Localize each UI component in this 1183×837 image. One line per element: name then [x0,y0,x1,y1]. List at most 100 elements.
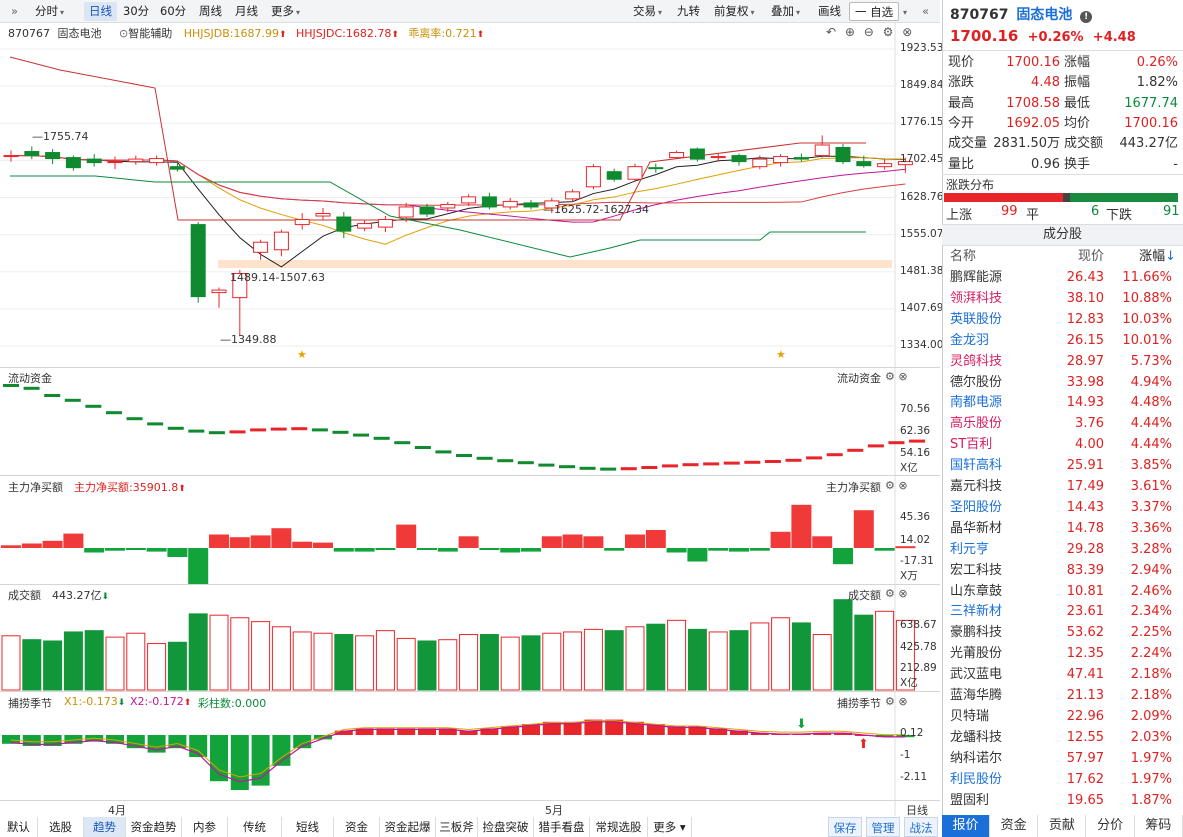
panel-divider[interactable] [0,475,940,476]
bottom-action-0[interactable]: 保存 [828,817,862,837]
candle[interactable] [753,159,767,167]
candle[interactable] [108,162,122,163]
right-tab-1[interactable]: 资金 [990,815,1038,837]
component-name[interactable]: 金龙羽 [950,330,989,351]
component-row[interactable]: 圣阳股份 14.43 3.37% [950,497,1178,518]
turnover-settings-icon[interactable]: ⚙ ⊗ [885,587,908,600]
component-name[interactable]: 领湃科技 [950,288,1002,309]
col-name[interactable]: 名称 [950,246,976,267]
component-row[interactable]: 嘉元科技 17.49 3.61% [950,476,1178,497]
bottom-tab-0[interactable]: 默认 [0,817,38,837]
component-name[interactable]: 利民股份 [950,769,1002,790]
bottom-action-1[interactable]: 管理 [866,817,900,837]
panel-divider[interactable] [0,691,940,692]
candle[interactable] [274,232,288,250]
quote-name[interactable]: 固态电池 [1016,7,1072,23]
component-name[interactable]: 山东章鼓 [950,581,1002,602]
candle[interactable] [337,217,351,231]
component-name[interactable]: ST百利 [950,434,992,455]
candle[interactable] [670,153,684,158]
col-change[interactable]: 涨幅↓ [1139,246,1176,267]
bottom-tab-6[interactable]: 短线 [282,817,334,837]
candle[interactable] [836,148,850,162]
candle[interactable] [378,220,392,228]
bottom-tab-8[interactable]: 资金起爆 [380,817,436,837]
candle[interactable] [25,152,39,156]
component-name[interactable]: 灵鸽科技 [950,351,1002,372]
candle[interactable] [690,149,704,159]
component-row[interactable]: 盟固利 19.65 1.87% [950,790,1178,811]
candle[interactable] [857,162,871,166]
component-row[interactable]: 晶华新材 14.78 3.36% [950,518,1178,539]
netbuy-settings-icon[interactable]: ⚙ ⊗ [885,479,908,492]
bottom-tab-5[interactable]: 传统 [228,817,282,837]
candle[interactable] [815,145,829,156]
component-row[interactable]: 灵鸽科技 28.97 5.73% [950,351,1178,372]
component-row[interactable]: 豪鹏科技 53.62 2.25% [950,622,1178,643]
candle[interactable] [150,159,164,163]
component-name[interactable]: 鹏辉能源 [950,267,1002,288]
info-icon[interactable]: ! [1080,11,1092,23]
candle[interactable] [399,207,413,217]
candle[interactable] [794,158,808,160]
component-name[interactable]: 英联股份 [950,309,1002,330]
component-name[interactable]: 国轩高科 [950,455,1002,476]
panel-divider[interactable] [0,367,940,368]
component-row[interactable]: 英联股份 12.83 10.03% [950,309,1178,330]
candle[interactable] [295,220,309,225]
component-row[interactable]: 利民股份 17.62 1.97% [950,769,1178,790]
bottom-tab-7[interactable]: 资金 [334,817,380,837]
component-name[interactable]: 高乐股份 [950,413,1002,434]
candle[interactable] [607,172,621,180]
flow-settings-icon[interactable]: ⚙ ⊗ [885,370,908,383]
candle[interactable] [711,157,725,158]
candle[interactable] [566,192,580,199]
col-price[interactable]: 现价 [1078,246,1104,267]
component-name[interactable]: 圣阳股份 [950,497,1002,518]
candle[interactable] [586,167,600,187]
right-tab-3[interactable]: 分价 [1087,815,1135,837]
bottom-tab-1[interactable]: 选股 [38,817,84,837]
component-name[interactable]: 武汉蓝电 [950,664,1002,685]
component-name[interactable]: 纳科诺尔 [950,748,1002,769]
component-row[interactable]: 龙蟠科技 12.55 2.03% [950,727,1178,748]
candle[interactable] [649,168,663,169]
bottom-tab-11[interactable]: 猎手看盘 [534,817,590,837]
candle[interactable] [774,157,788,163]
candle[interactable] [66,158,80,168]
candle[interactable] [46,153,60,159]
component-name[interactable]: 龙蟠科技 [950,727,1002,748]
season-settings-icon[interactable]: ⚙ ⊗ [885,695,908,708]
component-name[interactable]: 光莆股份 [950,643,1002,664]
candle[interactable] [254,242,268,252]
component-row[interactable]: ST百利 4.00 4.44% [950,434,1178,455]
component-row[interactable]: 利元亨 29.28 3.28% [950,539,1178,560]
right-tab-4[interactable]: 筹码 [1135,815,1183,837]
star-marker-icon[interactable]: ★ [776,348,786,361]
component-name[interactable]: 南都电源 [950,392,1002,413]
component-name[interactable]: 豪鹏科技 [950,622,1002,643]
bottom-tab-3[interactable]: 资金趋势 [126,817,182,837]
bottom-tab-10[interactable]: 捡盘突破 [478,817,534,837]
component-row[interactable]: 武汉蓝电 47.41 2.18% [950,664,1178,685]
candle[interactable] [462,197,476,203]
bottom-tab-12[interactable]: 常规选股 [590,817,648,837]
bottom-tab-4[interactable]: 内参 [182,817,228,837]
component-row[interactable]: 鹏辉能源 26.43 11.66% [950,267,1178,288]
component-name[interactable]: 德尔股份 [950,372,1002,393]
candle[interactable] [87,159,101,163]
component-name[interactable]: 宏工科技 [950,560,1002,581]
component-row[interactable]: 山东章鼓 10.81 2.46% [950,581,1178,602]
star-marker-icon[interactable]: ★ [297,348,307,361]
component-name[interactable]: 贝特瑞 [950,706,989,727]
component-name[interactable]: 三祥新材 [950,601,1002,622]
component-row[interactable]: 德尔股份 33.98 4.94% [950,372,1178,393]
right-tab-2[interactable]: 贡献 [1038,815,1086,837]
component-name[interactable]: 嘉元科技 [950,476,1002,497]
component-row[interactable]: 宏工科技 83.39 2.94% [950,560,1178,581]
bottom-tab-9[interactable]: 三板斧 [436,817,478,837]
candle[interactable] [358,224,372,229]
candle[interactable] [420,207,434,214]
right-tab-0[interactable]: 报价 [942,815,990,837]
component-row[interactable]: 南都电源 14.93 4.48% [950,392,1178,413]
